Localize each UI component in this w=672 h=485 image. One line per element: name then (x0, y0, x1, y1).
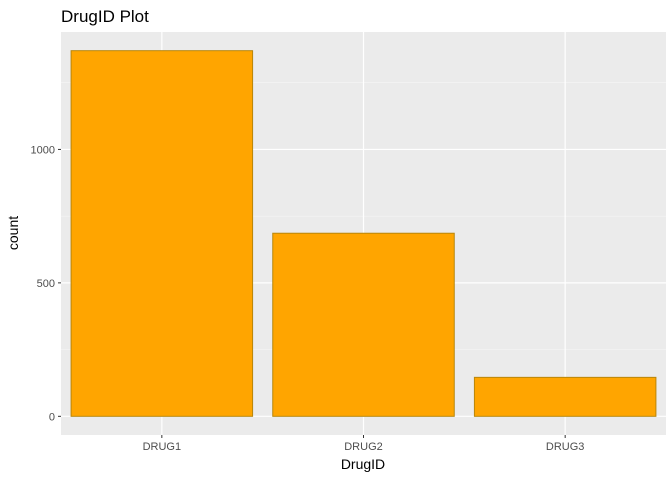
y-tick-label: 500 (37, 278, 55, 290)
y-axis-ticks: 0 500 1000 (31, 144, 61, 423)
bars (70, 50, 657, 417)
bar-drug1 (70, 50, 254, 417)
bar-drug3 (473, 376, 657, 417)
y-axis-title: count (5, 216, 21, 250)
bar-drug2 (272, 232, 455, 417)
x-axis-ticks: DRUG1 DRUG2 DRUG3 (143, 435, 585, 453)
x-axis-title: DrugID (341, 456, 385, 472)
x-tick-label: DRUG1 (143, 441, 182, 453)
x-tick-label: DRUG2 (344, 441, 383, 453)
x-tick-label: DRUG3 (546, 441, 585, 453)
y-tick-label: 0 (49, 411, 55, 423)
y-tick-label: 1000 (31, 144, 55, 156)
chart-title: DrugID Plot (61, 7, 149, 26)
